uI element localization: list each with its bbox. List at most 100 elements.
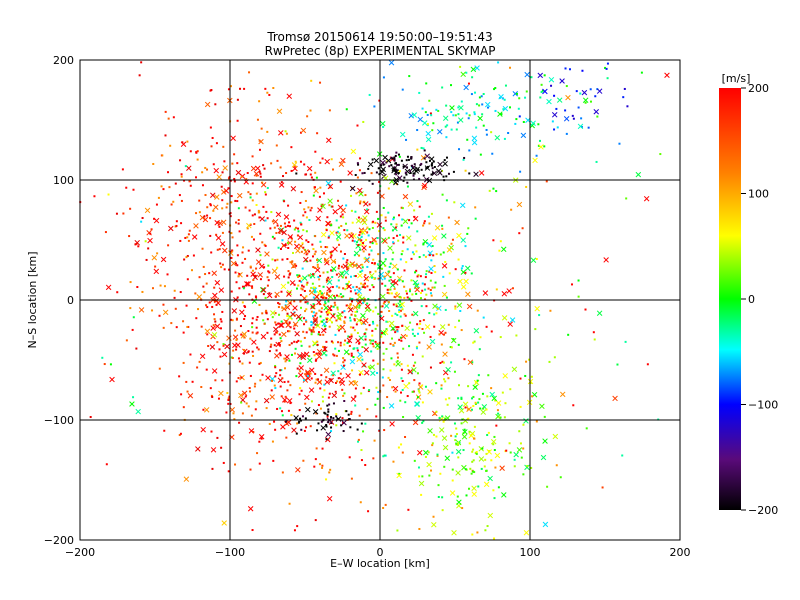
scatter-point [308,327,311,330]
scatter-point [388,292,391,295]
scatter-point [577,295,580,298]
scatter-point [299,370,302,373]
scatter-point [314,458,317,461]
scatter-point [201,247,204,250]
scatter-point [359,200,362,203]
scatter-point-x [295,313,302,320]
scatter-point [334,381,337,384]
scatter-point [480,95,483,98]
scatter-point [472,404,475,407]
scatter-point [410,299,413,302]
scatter-point [295,264,298,267]
scatter-point [395,223,398,226]
scatter-point [435,108,438,111]
scatter-point [416,200,419,203]
scatter-point [486,525,489,528]
scatter-point [206,306,209,309]
scatter-point [322,333,325,336]
scatter-point [159,284,162,287]
scatter-point-x [273,326,279,333]
scatter-point [394,390,397,393]
scatter-point [373,262,376,265]
scatter-point [425,161,428,164]
scatter-point [371,262,374,265]
scatter-point [369,309,372,312]
scatter-point [172,116,175,119]
scatter-point-x [297,372,304,378]
scatter-point [230,256,233,259]
scatter-point [350,298,353,301]
scatter-point [411,251,414,254]
scatter-point [300,280,303,283]
scatter-point-x [494,135,501,141]
scatter-point [240,376,243,379]
scatter-point [296,422,299,425]
scatter-point [361,358,364,361]
scatter-point [248,387,251,390]
scatter-point-x [384,271,391,278]
scatter-point [245,402,248,405]
scatter-point [450,346,453,349]
scatter-point [356,349,359,352]
scatter-point [309,259,312,262]
scatter-point [288,272,291,275]
scatter-point [220,320,223,323]
scatter-point-x [361,362,367,368]
scatter-point-x [417,116,424,123]
scatter-point [276,159,279,162]
scatter-point [376,324,379,327]
scatter-point [408,226,411,229]
scatter-point [285,358,288,361]
scatter-point-x [400,333,407,340]
scatter-point-x [316,379,323,385]
scatter-point [425,305,428,308]
scatter-point-x [403,383,409,390]
scatter-point [571,114,574,117]
scatter-point [584,101,587,104]
scatter-point-x [458,407,465,414]
scatter-point-x [221,351,228,358]
scatter-point [314,150,317,153]
scatter-point [594,95,597,98]
scatter-point [185,256,188,259]
scatter-point [278,352,281,355]
scatter-point [398,278,401,281]
scatter-point [338,264,341,267]
x-tick-label: −200 [65,546,95,559]
scatter-point [289,225,292,228]
scatter-point-x [349,185,356,192]
scatter-point-x [444,455,451,461]
scatter-point [482,124,485,127]
scatter-point-x [277,227,284,234]
scatter-point [504,84,507,87]
scatter-point [474,380,477,383]
scatter-point [445,156,448,159]
scatter-point-x [325,180,332,187]
scatter-point-x [390,325,396,332]
x-tick-label: 100 [520,546,541,559]
scatter-point [472,341,475,344]
scatter-point [235,380,238,383]
scatter-point-x [431,170,438,176]
scatter-point [482,407,485,410]
scatter-point [204,194,207,197]
scatter-point [281,306,284,309]
scatter-point [371,226,374,229]
scatter-point [335,285,338,288]
scatter-point [372,322,375,325]
scatter-point [215,233,218,236]
scatter-point [481,447,484,450]
scatter-point [365,238,368,241]
scatter-point-x [151,254,158,261]
scatter-point [393,295,396,298]
scatter-point [255,204,258,207]
scatter-point [530,466,533,469]
scatter-point [476,531,479,534]
scatter-point [275,323,278,326]
scatter-point [492,187,495,190]
scatter-point [208,272,211,275]
scatter-point [178,375,181,378]
scatter-point [219,355,222,358]
scatter-point [310,330,313,333]
scatter-point [417,466,420,469]
